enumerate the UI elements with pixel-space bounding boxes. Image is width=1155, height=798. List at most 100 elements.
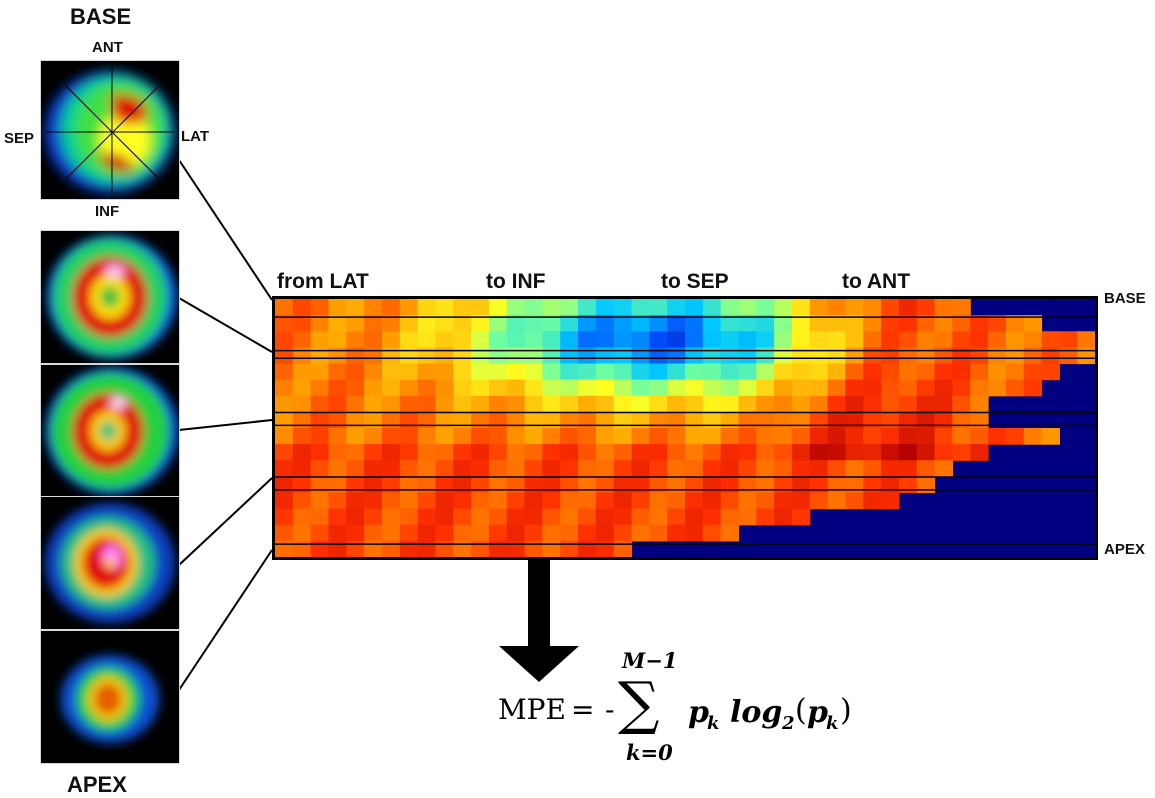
heatmap-cell bbox=[827, 347, 847, 365]
heatmap-cell bbox=[595, 524, 615, 542]
heatmap-cell bbox=[934, 428, 953, 445]
heatmap-cell bbox=[1005, 379, 1025, 397]
heatmap-cell bbox=[613, 363, 633, 381]
heatmap-cell bbox=[471, 428, 490, 445]
heatmap-cell bbox=[488, 492, 508, 510]
heatmap-cell bbox=[471, 540, 490, 557]
heatmap-cell bbox=[667, 315, 686, 332]
heatmap-cell bbox=[578, 347, 597, 365]
heatmap-cell bbox=[738, 395, 757, 413]
heatmap-cell bbox=[488, 460, 508, 477]
heatmap-cell bbox=[471, 315, 490, 332]
heatmap-cell bbox=[381, 395, 401, 413]
heatmap-cell bbox=[738, 476, 757, 494]
heatmap-cell bbox=[399, 508, 419, 526]
heatmap-cell bbox=[970, 315, 989, 332]
heatmap-cell bbox=[488, 363, 508, 381]
heatmap-cell bbox=[631, 347, 650, 365]
heatmap-cell bbox=[685, 315, 704, 332]
heatmap-cell bbox=[720, 411, 740, 429]
connector-line bbox=[178, 419, 273, 431]
heatmap-cell bbox=[506, 331, 526, 348]
heatmap-cell bbox=[435, 492, 454, 510]
heatmap-cell bbox=[685, 331, 704, 348]
heatmap-cell bbox=[970, 379, 989, 397]
heatmap-cell bbox=[417, 331, 437, 348]
heatmap-cell bbox=[328, 299, 347, 316]
heatmap-cell bbox=[524, 411, 543, 429]
heatmap-cell bbox=[667, 492, 686, 510]
heatmap-cell bbox=[738, 347, 757, 365]
heatmap-cell bbox=[310, 460, 330, 477]
heatmap-cell bbox=[399, 476, 419, 494]
heatmap-cell bbox=[471, 363, 490, 381]
term-p-subscript: k bbox=[707, 713, 720, 734]
heatmap-cell bbox=[381, 379, 401, 397]
heatmap-cell bbox=[328, 460, 347, 477]
heatmap-cell bbox=[809, 492, 829, 510]
heatmap-cell bbox=[595, 331, 615, 348]
heatmap-cell bbox=[952, 411, 971, 429]
heatmap-cell bbox=[667, 524, 686, 542]
heatmap-cell bbox=[346, 411, 365, 429]
heatmap-cell bbox=[292, 347, 312, 365]
heatmap-cell bbox=[488, 428, 508, 445]
heatmap-cell bbox=[970, 331, 989, 348]
heatmap-cell bbox=[346, 444, 365, 461]
heatmap-cell bbox=[738, 363, 757, 381]
heatmap-cell bbox=[1041, 428, 1060, 445]
heatmap-cell bbox=[702, 379, 722, 397]
heatmap-cell bbox=[328, 331, 347, 348]
heatmap-cell bbox=[310, 379, 330, 397]
heatmap-cell bbox=[1023, 347, 1043, 365]
sum-lower-limit: k=0 bbox=[626, 740, 673, 765]
column-label-to-ant: to ANT bbox=[842, 270, 911, 293]
heatmap-cell bbox=[827, 460, 847, 477]
heatmap-cell bbox=[435, 395, 454, 413]
heatmap-cell bbox=[417, 508, 437, 526]
heatmap-cell bbox=[667, 444, 686, 461]
heatmap-cell bbox=[364, 315, 383, 332]
heatmap-cell bbox=[399, 411, 419, 429]
heatmap-cell bbox=[613, 476, 633, 494]
heatmap-cell bbox=[595, 492, 615, 510]
heatmap-cell bbox=[791, 315, 811, 332]
heatmap-cell bbox=[934, 347, 953, 365]
heatmap-cell bbox=[471, 347, 490, 365]
heatmap-cell bbox=[667, 299, 686, 316]
heatmap-cell bbox=[916, 444, 936, 461]
heatmap-cell bbox=[275, 331, 294, 348]
heatmap-cell bbox=[631, 444, 650, 461]
slice-image-3 bbox=[40, 364, 180, 498]
heatmap-cell bbox=[595, 347, 615, 365]
heatmap-cell bbox=[435, 363, 454, 381]
heatmap-cell bbox=[488, 315, 508, 332]
heatmap-cell bbox=[756, 347, 775, 365]
heatmap-cell bbox=[381, 315, 401, 332]
heatmap-cell bbox=[720, 347, 740, 365]
heatmap-cell bbox=[399, 444, 419, 461]
heatmap-cell bbox=[613, 492, 633, 510]
heatmap-cell bbox=[738, 444, 757, 461]
heatmap-cell bbox=[720, 299, 740, 316]
heatmap-cell bbox=[774, 428, 793, 445]
heatmap-cell bbox=[310, 347, 330, 365]
heatmap-cell bbox=[328, 444, 347, 461]
heatmap-cell bbox=[685, 476, 704, 494]
heatmap-cell bbox=[381, 476, 401, 494]
heatmap-cell bbox=[756, 411, 775, 429]
heatmap-cell bbox=[471, 460, 490, 477]
heatmap-cell bbox=[685, 411, 704, 429]
heatmap-cell bbox=[952, 315, 971, 332]
heatmap-cell bbox=[506, 428, 526, 445]
heatmap-cell bbox=[275, 347, 294, 365]
heatmap-cell bbox=[417, 363, 437, 381]
heatmap-cell bbox=[275, 524, 294, 542]
heatmap-cell bbox=[506, 379, 526, 397]
heatmap-cell bbox=[720, 379, 740, 397]
heatmap-cell bbox=[292, 540, 312, 557]
heatmap-cell bbox=[881, 460, 900, 477]
heatmap-cell bbox=[346, 508, 365, 526]
heatmap-cell bbox=[667, 411, 686, 429]
